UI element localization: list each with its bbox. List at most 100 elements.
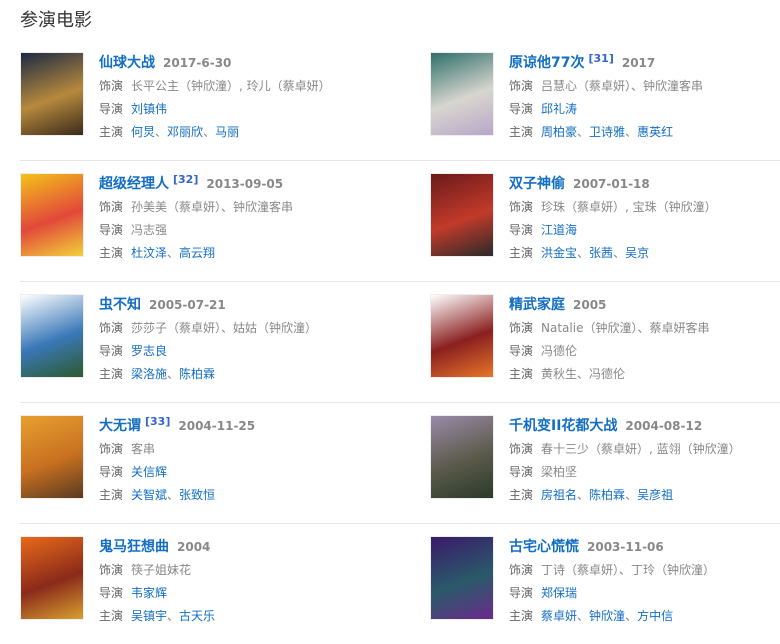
film-item: 虫不知 2005-07-21 饰演 莎莎子（蔡卓妍）、姑姑（钟欣潼） 导演 罗志良 主演 梁洛… xyxy=(20,282,430,403)
film-poster[interactable] xyxy=(430,294,494,378)
director-label: 导演 xyxy=(99,465,124,479)
cast-name[interactable]: 吴京 xyxy=(625,246,650,260)
role-label: 饰演 xyxy=(509,79,534,93)
film-info: 大无谓 [33] 2004-11-25 饰演 客串 导演 关信辉 主演 关智斌、张致恒 xyxy=(99,415,255,507)
cast-name[interactable]: 梁洛施 xyxy=(131,367,168,381)
cast-name[interactable]: 钟欣潼 xyxy=(589,609,626,623)
role-value: Natalie（钟欣潼）、蔡卓妍客串 xyxy=(541,321,710,335)
separator: 、 xyxy=(577,367,590,381)
director-line: 导演 邱礼涛 xyxy=(509,98,703,121)
director-name[interactable]: 韦家辉 xyxy=(131,586,168,600)
film-info: 双子神偷 2007-01-18 饰演 珍珠（蔡卓妍）, 宝珠（钟欣潼） 导演 江道海 主演洪… xyxy=(509,173,717,265)
reference-link[interactable]: [31] xyxy=(588,52,614,65)
cast-line: 主演 蔡卓妍、钟欣潼、方中信 xyxy=(509,605,715,628)
cast-name[interactable]: 蔡卓妍 xyxy=(541,609,578,623)
director-label: 导演 xyxy=(99,102,124,116)
cast-name[interactable]: 邓丽欣 xyxy=(167,125,204,139)
film-title-line: 双子神偷 2007-01-18 xyxy=(509,173,717,196)
film-poster[interactable] xyxy=(430,173,494,257)
cast-name[interactable]: 房祖名 xyxy=(541,488,578,502)
reference-link[interactable]: [32] xyxy=(173,173,199,186)
film-date: 2013-09-05 xyxy=(206,177,284,191)
cast-name[interactable]: 陈柏霖 xyxy=(179,367,216,381)
film-title-link[interactable]: 超级经理人 xyxy=(99,176,169,192)
cast-line: 主演 周柏豪、卫诗雅、惠英红 xyxy=(509,121,703,144)
separator: 、 xyxy=(613,246,626,260)
film-poster[interactable] xyxy=(430,536,494,620)
director-name[interactable]: 罗志良 xyxy=(131,344,168,358)
film-poster[interactable] xyxy=(20,173,84,257)
cast-name[interactable]: 洪金宝 xyxy=(541,246,578,260)
separator: 、 xyxy=(167,367,180,381)
role-line: 饰演 筷子姐妹花 xyxy=(99,559,215,582)
cast-name[interactable]: 周柏豪 xyxy=(541,125,578,139)
film-poster[interactable] xyxy=(20,294,84,378)
cast-name[interactable]: 古天乐 xyxy=(179,609,216,623)
film-poster[interactable] xyxy=(20,52,84,136)
cast-name[interactable]: 卫诗雅 xyxy=(589,125,626,139)
film-date: 2004-11-25 xyxy=(178,419,256,433)
cast-name[interactable]: 陈柏霖 xyxy=(589,488,626,502)
film-title-line: 千机变II花都大战 2004-08-12 xyxy=(509,415,741,438)
film-date: 2004 xyxy=(177,540,211,554)
film-info: 仙球大战 2017-6-30 饰演 长平公主（钟欣潼）, 玲儿（蔡卓妍） 导演 刘镇伟 主演… xyxy=(99,52,331,144)
director-label: 导演 xyxy=(99,344,124,358)
film-info: 鬼马狂想曲 2004 饰演 筷子姐妹花 导演 韦家辉 主演 吴镇宇、古天乐 xyxy=(99,536,215,628)
film-poster[interactable] xyxy=(20,536,84,620)
film-title-link[interactable]: 原谅他77次 xyxy=(509,55,585,71)
reference-link[interactable]: [33] xyxy=(145,415,171,428)
film-item: 千机变II花都大战 2004-08-12 饰演 春十三少（蔡卓妍）, 蓝翎（钟欣潼）导… xyxy=(430,403,780,524)
film-title-link[interactable]: 精武家庭 xyxy=(509,297,565,313)
role-line: 饰演 吕慧心（蔡卓妍）、钟欣潼客串 xyxy=(509,75,703,98)
director-name[interactable]: 邱礼涛 xyxy=(541,102,578,116)
director-line: 导演 关信辉 xyxy=(99,461,255,484)
role-value: 长平公主（钟欣潼）, 玲儿（蔡卓妍） xyxy=(131,79,331,93)
cast-name: 黄秋生 xyxy=(541,367,578,381)
film-info: 千机变II花都大战 2004-08-12 饰演 春十三少（蔡卓妍）, 蓝翎（钟欣潼）导… xyxy=(509,415,741,507)
film-title-link[interactable]: 仙球大战 xyxy=(99,55,155,71)
film-title-link[interactable]: 双子神偷 xyxy=(509,176,565,192)
cast-name[interactable]: 吴彦祖 xyxy=(637,488,674,502)
role-line: 饰演 珍珠（蔡卓妍）, 宝珠（钟欣潼） xyxy=(509,196,717,219)
cast-name[interactable]: 杜汶泽 xyxy=(131,246,168,260)
film-date: 2003-11-06 xyxy=(587,540,664,554)
cast-name[interactable]: 惠英红 xyxy=(637,125,674,139)
separator: 、 xyxy=(577,246,590,260)
cast-name[interactable]: 张茜 xyxy=(589,246,614,260)
director-line: 导演 刘镇伟 xyxy=(99,98,331,121)
film-title-link[interactable]: 虫不知 xyxy=(99,297,141,313)
film-date: 2017-6-30 xyxy=(163,56,232,70)
film-poster[interactable] xyxy=(20,415,84,499)
film-title-link[interactable]: 古宅心慌慌 xyxy=(509,539,579,555)
role-label: 饰演 xyxy=(509,563,534,577)
director-name[interactable]: 刘镇伟 xyxy=(131,102,168,116)
film-item: 精武家庭 2005 饰演 Natalie（钟欣潼）、蔡卓妍客串 导演 冯德伦 主演 黄秋生、冯… xyxy=(430,282,780,403)
cast-name[interactable]: 张致恒 xyxy=(179,488,216,502)
film-title-link[interactable]: 千机变II花都大战 xyxy=(509,418,618,434)
cast-label: 主演 xyxy=(509,125,534,139)
film-poster[interactable] xyxy=(430,415,494,499)
film-poster[interactable] xyxy=(430,52,494,136)
separator: 、 xyxy=(577,488,590,502)
film-item: 仙球大战 2017-6-30 饰演 长平公主（钟欣潼）, 玲儿（蔡卓妍） 导演 刘镇伟 主演… xyxy=(20,40,430,161)
director-name: 冯德伦 xyxy=(541,344,578,358)
film-title-link[interactable]: 大无谓 xyxy=(99,418,141,434)
cast-name[interactable]: 关智斌 xyxy=(131,488,168,502)
film-title-link[interactable]: 鬼马狂想曲 xyxy=(99,539,169,555)
role-label: 饰演 xyxy=(99,563,124,577)
director-name[interactable]: 关信辉 xyxy=(131,465,168,479)
film-date: 2017 xyxy=(621,56,656,70)
cast-name[interactable]: 马丽 xyxy=(215,125,240,139)
director-name[interactable]: 江道海 xyxy=(541,223,578,237)
section-title: 参演电影 xyxy=(20,10,92,31)
film-item: 双子神偷 2007-01-18 饰演 珍珠（蔡卓妍）, 宝珠（钟欣潼） 导演 江道海 主演洪… xyxy=(430,161,780,282)
director-line: 导演 郑保瑞 xyxy=(509,582,715,605)
role-value: 吕慧心（蔡卓妍）、钟欣潼客串 xyxy=(541,79,704,93)
cast-name[interactable]: 何炅 xyxy=(131,125,156,139)
cast-name[interactable]: 高云翔 xyxy=(179,246,216,260)
cast-name[interactable]: 吴镇宇 xyxy=(131,609,168,623)
cast-name[interactable]: 方中信 xyxy=(637,609,674,623)
film-info: 原谅他77次 [31] 2017 饰演 吕慧心（蔡卓妍）、钟欣潼客串 导演 邱礼涛 主演 周柏豪… xyxy=(509,52,703,144)
film-title-line: 鬼马狂想曲 2004 xyxy=(99,536,215,559)
director-name[interactable]: 郑保瑞 xyxy=(541,586,578,600)
